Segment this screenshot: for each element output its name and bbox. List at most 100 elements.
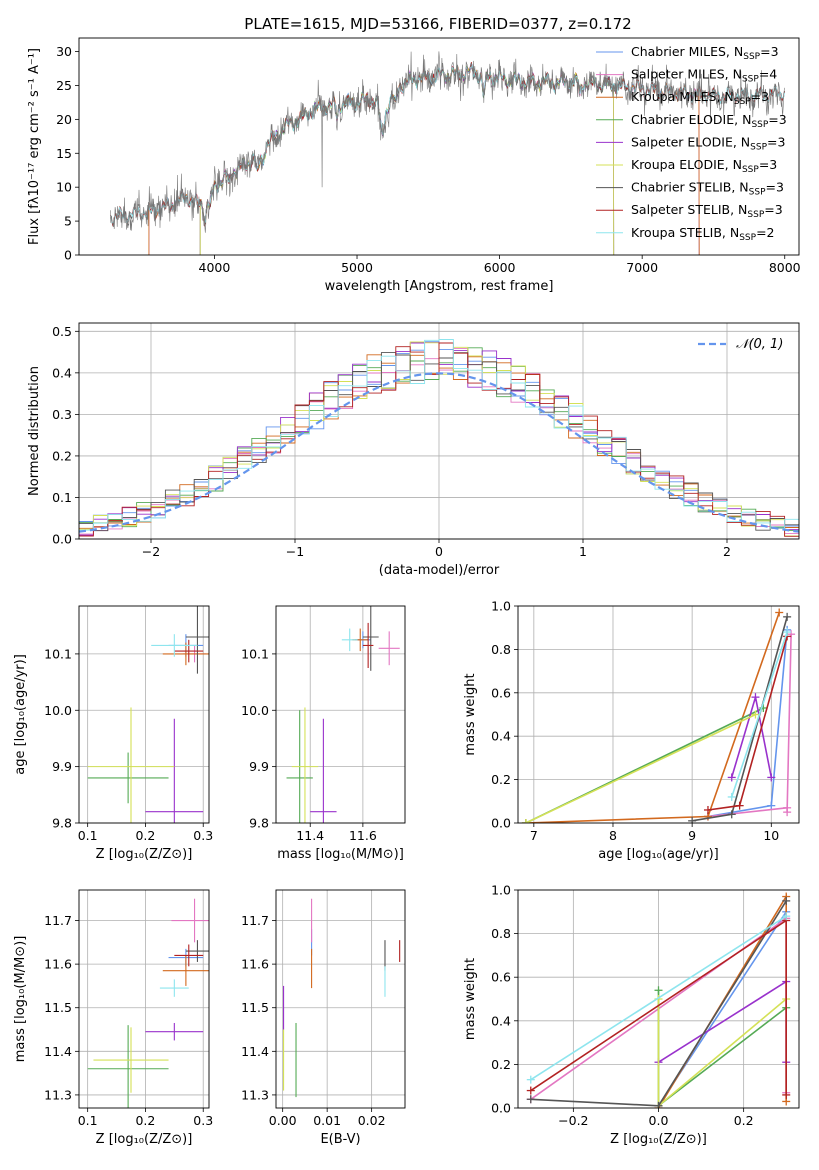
series-marker (782, 896, 791, 905)
x-axis-label: Z [log₁₀(Z/Z⊙)] (96, 1132, 193, 1147)
series-marker (727, 810, 736, 819)
series-marker (782, 912, 791, 921)
legend-label: Kroupa MILES, NSSP=3 (631, 89, 769, 107)
axes: 0.1 0.2 0.3 11.3 11.4 11.5 11.6 11.7 Z [log₁₀(Z/… (13, 889, 213, 1147)
axes: 7 8 9 10 0.0 0.2 0.4 0.6 0.8 1.0 age [log₁₀(age/yr… (463, 599, 800, 862)
age-vs-metallicity-panel: 0.1 0.2 0.3 9.8 9.9 10.0 10.1 Z [log₁₀(Z/Z⊙)] ag… (13, 605, 213, 862)
y-tick-label: 0.2 (491, 772, 511, 787)
mass-vs-metallicity-panel: 0.1 0.2 0.3 11.3 11.4 11.5 11.6 11.7 Z [log₁₀(Z/… (13, 889, 213, 1147)
y-tick-label: 11.5 (241, 1000, 269, 1015)
spectrum-legend: Chabrier MILES, NSSP=3 Salpeter MILES, NS… (596, 44, 787, 243)
y-tick-label: 0.0 (491, 1101, 511, 1116)
axes-frame (78, 37, 800, 256)
plot-area (87, 898, 209, 1108)
y-tick-label: 11.4 (241, 1044, 269, 1059)
plot-area (526, 892, 791, 1108)
x-tick-label: 11.6 (349, 828, 377, 843)
y-tick-label: 0.3 (52, 407, 72, 422)
mass-weight-series-kroupa-elodie (521, 710, 760, 823)
legend-label: Kroupa ELODIE, NSSP=3 (631, 157, 777, 175)
y-tick-label: 0.1 (52, 490, 72, 505)
x-axis-label: mass [log₁₀(M/M⊙)] (277, 847, 404, 862)
x-tick-label: 0.3 (193, 1113, 213, 1128)
errorbar-kroupa-miles (162, 955, 209, 986)
errorbar-salpeter-miles (171, 898, 209, 943)
observed-spectrum (110, 51, 785, 233)
y-axis-label: mass weight (463, 958, 478, 1040)
series-line (525, 612, 780, 823)
series-marker (782, 1090, 791, 1099)
y-tick-label: 9.8 (249, 816, 269, 831)
series-marker (735, 801, 744, 810)
series-marker (783, 612, 792, 621)
residual-histogram-kroupa-stelib (79, 339, 799, 539)
y-tick-label: 9.9 (249, 759, 269, 774)
axes-frame (78, 889, 210, 1109)
y-axis-label: mass weight (463, 673, 478, 755)
y-tick-label: 10.0 (241, 703, 269, 718)
y-tick-label: 25 (56, 78, 72, 93)
y-tick-label: 0.2 (52, 448, 72, 463)
errorbar-kroupa-stelib (341, 628, 358, 652)
axes: 0.1 0.2 0.3 9.8 9.9 10.0 10.1 Z [log₁₀(Z/Z⊙)] ag… (13, 605, 213, 862)
errorbar-chabrier-stelib (362, 606, 379, 671)
x-axis-label: age [log₁₀(age/yr)] (598, 847, 719, 862)
y-tick-label: 11.6 (44, 957, 72, 972)
y-tick-label: 9.8 (52, 816, 72, 831)
series-marker (783, 628, 792, 637)
series-marker (654, 986, 663, 995)
x-tick-label: 0.1 (78, 828, 98, 843)
y-tick-label: 20 (56, 112, 72, 127)
y-tick-label: 30 (56, 44, 72, 59)
errorbar-salpeter-stelib (362, 622, 374, 668)
residuals-panel: −2 −1 0 1 2 0.0 0.1 0.2 0.3 0.4 0.5 (data-model)/er… (27, 322, 800, 578)
x-tick-label: 0.0 (649, 1113, 669, 1128)
errorbar-salpeter-miles (378, 631, 400, 666)
y-tick-label: 11.7 (44, 913, 72, 928)
series-marker (727, 792, 736, 801)
y-tick-label: 11.5 (44, 1000, 72, 1015)
x-tick-label: 7 (530, 828, 538, 843)
y-tick-label: 0.4 (52, 365, 72, 380)
axes: −2 −1 0 1 2 0.0 0.1 0.2 0.3 0.4 0.5 (data-model)/er… (27, 322, 800, 578)
x-tick-label: 0.3 (193, 828, 213, 843)
y-tick-label: 11.3 (44, 1087, 72, 1102)
y-tick-label: 11.7 (241, 913, 269, 928)
axes-frame (275, 605, 406, 824)
mass-weight-series-chabrier-stelib (688, 612, 792, 823)
spectrum-panel: 4000 5000 6000 7000 8000 0 5 10 15 20 25 30 waveleng… (27, 37, 801, 294)
x-tick-label: −1 (286, 544, 304, 559)
legend-label: Chabrier ELODIE, NSSP=3 (631, 112, 787, 130)
mass-weight-series-salpeter-elodie (727, 693, 776, 782)
x-tick-label: 0 (435, 544, 443, 559)
x-tick-label: 0.2 (734, 1113, 754, 1128)
series-line (730, 631, 788, 798)
series-line (657, 998, 787, 1108)
x-tick-label: 2 (723, 544, 731, 559)
legend-item: Chabrier MILES, NSSP=3 (596, 44, 779, 62)
mass-weight-vs-metallicity-panel: −0.2 0.0 0.2 0.0 0.2 0.4 0.6 0.8 1.0 Z [log₁₀(Z/Z… (463, 883, 800, 1147)
errorbar-salpeter-elodie (145, 718, 204, 823)
legend-item: Kroupa ELODIE, NSSP=3 (596, 157, 777, 175)
x-axis-label: wavelength [Angstrom, rest frame] (325, 279, 554, 294)
plot-area (286, 606, 400, 823)
series-marker (751, 693, 760, 702)
plot-area (87, 606, 209, 823)
y-tick-label: 0.8 (491, 926, 511, 941)
y-tick-label: 0.4 (491, 1013, 511, 1028)
gridlines (79, 606, 209, 824)
x-tick-label: 0.2 (135, 1113, 155, 1128)
y-tick-label: 11.4 (44, 1044, 72, 1059)
series-marker (521, 819, 530, 823)
x-tick-label: 0.2 (135, 828, 155, 843)
mass-weight-series-kroupa-stelib (526, 912, 791, 1084)
y-tick-label: 9.9 (52, 759, 72, 774)
errorbar-kroupa-stelib (159, 979, 189, 997)
mass-weight-series-salpeter-stelib (703, 632, 792, 814)
age-vs-mass-panel: 11.4 11.6 9.8 9.9 10.0 10.1 mass [log₁₀(M/M⊙)] (241, 605, 406, 862)
series-line (530, 915, 787, 1081)
mass-vs-extinction-panel: 0.00 0.01 0.02 11.3 11.4 11.5 11.6 11.7 E(B-V) (241, 889, 406, 1147)
axes-frame (78, 322, 800, 540)
x-tick-label: −2 (142, 544, 160, 559)
errorbar-chabrier-stelib (185, 940, 209, 962)
